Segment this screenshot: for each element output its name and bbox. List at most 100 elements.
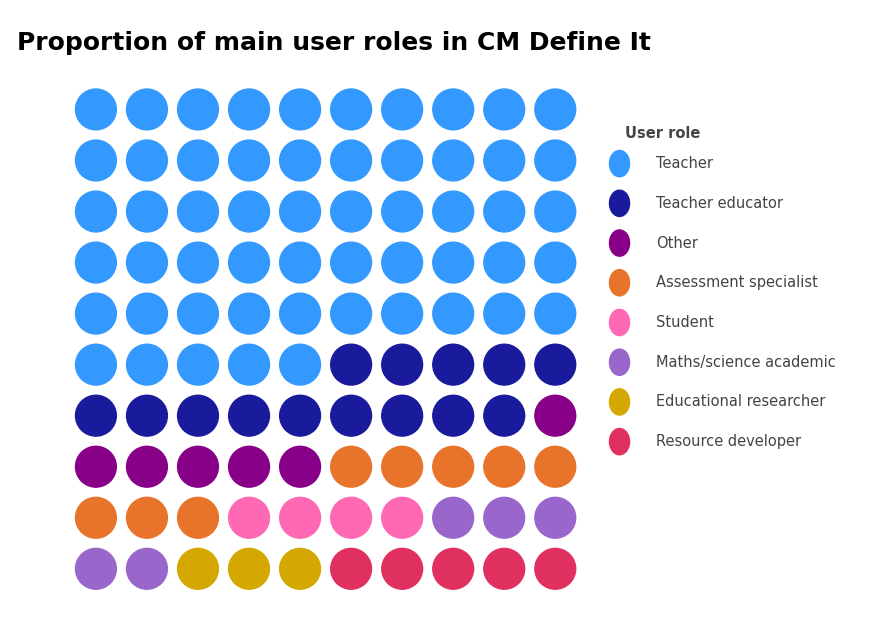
Circle shape [433,293,473,334]
Circle shape [610,428,629,455]
Circle shape [229,548,269,589]
Circle shape [331,293,371,334]
Circle shape [178,447,218,487]
Circle shape [280,89,320,130]
Circle shape [280,395,320,436]
Circle shape [127,140,167,181]
Circle shape [76,293,116,334]
Circle shape [76,89,116,130]
Text: Other: Other [656,236,699,251]
Circle shape [610,269,629,296]
Text: Educational researcher: Educational researcher [656,394,825,409]
Circle shape [178,548,218,589]
Circle shape [229,344,269,385]
Circle shape [280,447,320,487]
Circle shape [535,89,576,130]
Circle shape [382,395,422,436]
Circle shape [229,242,269,283]
Circle shape [280,497,320,538]
Circle shape [229,140,269,181]
Circle shape [535,344,576,385]
Circle shape [382,447,422,487]
Circle shape [178,497,218,538]
Circle shape [382,242,422,283]
Circle shape [229,497,269,538]
Circle shape [484,191,524,232]
Circle shape [433,395,473,436]
Circle shape [76,395,116,436]
Circle shape [610,310,629,335]
Circle shape [76,447,116,487]
Circle shape [610,230,629,256]
Circle shape [484,242,524,283]
Text: Teacher educator: Teacher educator [656,196,783,211]
Circle shape [178,89,218,130]
Circle shape [433,344,473,385]
Circle shape [127,395,167,436]
Circle shape [382,140,422,181]
Circle shape [229,89,269,130]
Circle shape [433,191,473,232]
Circle shape [229,191,269,232]
Text: Teacher: Teacher [656,156,714,171]
Text: Resource developer: Resource developer [656,434,802,449]
Circle shape [610,151,629,176]
Circle shape [484,497,524,538]
Circle shape [280,242,320,283]
Text: User role: User role [625,126,700,141]
Circle shape [229,447,269,487]
Circle shape [76,497,116,538]
Circle shape [331,344,371,385]
Circle shape [76,344,116,385]
Circle shape [280,344,320,385]
Circle shape [331,140,371,181]
Circle shape [433,140,473,181]
Circle shape [433,497,473,538]
Circle shape [484,395,524,436]
Circle shape [484,344,524,385]
Circle shape [535,140,576,181]
Circle shape [280,140,320,181]
Circle shape [127,89,167,130]
Circle shape [331,191,371,232]
Circle shape [178,242,218,283]
Circle shape [484,548,524,589]
Circle shape [178,395,218,436]
Circle shape [178,191,218,232]
Circle shape [178,293,218,334]
Circle shape [484,293,524,334]
Circle shape [331,497,371,538]
Circle shape [610,190,629,217]
Circle shape [178,344,218,385]
Circle shape [433,548,473,589]
Circle shape [382,89,422,130]
Circle shape [229,293,269,334]
Circle shape [178,140,218,181]
Circle shape [127,447,167,487]
Circle shape [331,548,371,589]
Circle shape [535,191,576,232]
Circle shape [76,140,116,181]
Circle shape [280,191,320,232]
Circle shape [331,242,371,283]
Circle shape [484,447,524,487]
Circle shape [229,395,269,436]
Text: Assessment specialist: Assessment specialist [656,275,818,290]
Circle shape [127,191,167,232]
Circle shape [331,395,371,436]
Text: Student: Student [656,315,715,330]
Circle shape [127,548,167,589]
Circle shape [382,293,422,334]
Circle shape [535,497,576,538]
Circle shape [484,89,524,130]
Circle shape [382,497,422,538]
Circle shape [127,242,167,283]
Circle shape [382,191,422,232]
Circle shape [127,497,167,538]
Circle shape [535,293,576,334]
Circle shape [610,349,629,376]
Circle shape [331,89,371,130]
Text: Proportion of main user roles in CM Define It: Proportion of main user roles in CM Defi… [18,31,651,55]
Circle shape [127,293,167,334]
Circle shape [76,242,116,283]
